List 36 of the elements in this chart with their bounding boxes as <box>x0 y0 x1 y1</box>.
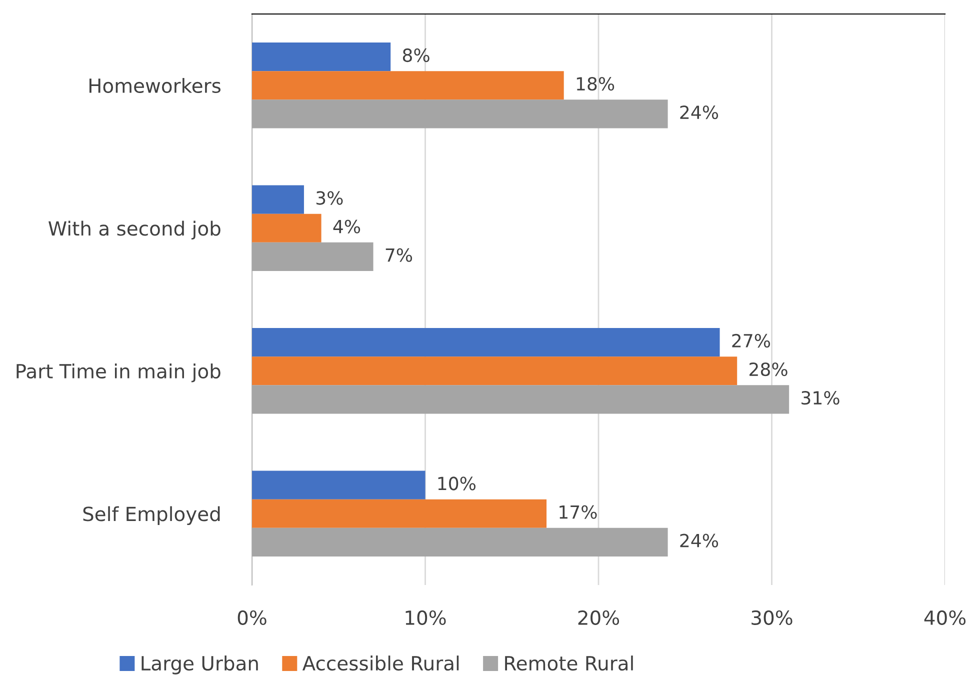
y-tick-label: Part Time in main job <box>16 363 220 382</box>
bar <box>252 214 322 242</box>
x-tick-label: 10% <box>406 610 446 626</box>
data-label: 10% <box>438 476 476 490</box>
bar <box>252 242 374 271</box>
data-label: 4% <box>333 220 360 234</box>
data-label: 8% <box>402 48 430 62</box>
bar <box>252 100 668 128</box>
bar <box>252 385 790 414</box>
bar <box>252 185 304 214</box>
data-label: 18% <box>576 76 614 91</box>
bar <box>252 328 720 357</box>
x-tick-label: 0% <box>238 610 266 626</box>
x-tick-label: 40% <box>924 610 966 626</box>
bar <box>252 356 738 386</box>
data-label: 17% <box>560 505 597 519</box>
bar <box>252 470 426 500</box>
data-label: 24% <box>680 534 718 548</box>
x-tick-label: 30% <box>752 610 792 626</box>
legend-label: Large Urban <box>142 656 258 674</box>
y-tick-label: Self Employed <box>83 506 220 526</box>
data-label: 24% <box>680 106 718 120</box>
data-label: 28% <box>750 362 788 376</box>
y-tick-label: With a second job <box>48 220 220 240</box>
data-label: 3% <box>316 191 343 205</box>
bar <box>252 499 547 528</box>
bar <box>252 71 564 100</box>
data-label: 31% <box>802 391 840 405</box>
data-label: 27% <box>732 334 770 348</box>
legend-label: Remote Rural <box>505 656 633 671</box>
bar <box>252 528 668 556</box>
x-tick-label: 20% <box>578 610 620 626</box>
data-label: 7% <box>386 248 412 262</box>
y-tick-label: Homeworkers <box>89 78 220 94</box>
bar <box>252 42 391 72</box>
legend-label: Accessible Rural <box>302 656 459 671</box>
